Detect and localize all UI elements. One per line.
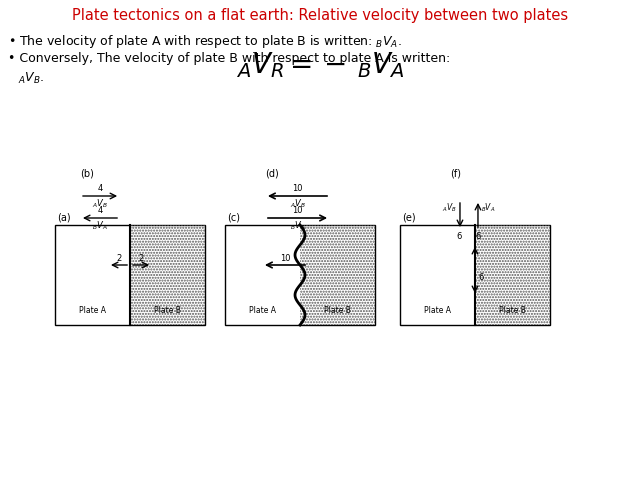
Text: $_{B}V_{A}$: $_{B}V_{A}$ — [290, 220, 305, 232]
Text: Plate B: Plate B — [499, 306, 526, 315]
Text: Plate B: Plate B — [324, 306, 351, 315]
Text: $_{A}V_{B}$: $_{A}V_{B}$ — [92, 198, 108, 211]
Text: $_{A}V_{B}$.: $_{A}V_{B}$. — [18, 71, 44, 86]
Text: Plate tectonics on a flat earth: Relative velocity between two plates: Plate tectonics on a flat earth: Relativ… — [72, 8, 568, 23]
Text: Plate A: Plate A — [424, 306, 451, 315]
Text: • The velocity of plate A with respect to plate B is written: $_{B}V_{A}$.: • The velocity of plate A with respect t… — [8, 33, 402, 50]
Text: 6: 6 — [478, 274, 483, 283]
Text: Plate A: Plate A — [249, 306, 276, 315]
Text: 2: 2 — [138, 254, 143, 263]
Bar — [130, 225, 205, 325]
Text: 10: 10 — [280, 254, 291, 263]
Text: 2: 2 — [116, 254, 122, 263]
Text: (f): (f) — [450, 168, 461, 178]
Bar — [475, 225, 550, 325]
Text: 10: 10 — [292, 206, 303, 215]
Text: $_{A}V_{B}$: $_{A}V_{B}$ — [289, 198, 305, 211]
Bar — [225, 225, 375, 325]
Text: (a): (a) — [57, 212, 70, 222]
Text: (b): (b) — [80, 168, 94, 178]
Bar — [400, 225, 550, 325]
Text: $_{B}V_{A}$: $_{B}V_{A}$ — [92, 220, 108, 232]
Text: $_{A}V_{R}=-\,_{B}V_{A}$: $_{A}V_{R}=-\,_{B}V_{A}$ — [236, 50, 404, 80]
Text: (c): (c) — [227, 212, 240, 222]
Bar — [55, 225, 205, 325]
Text: 10: 10 — [292, 184, 303, 193]
Text: $_{A}V_{B}$: $_{A}V_{B}$ — [442, 202, 457, 215]
Text: Plate A: Plate A — [79, 306, 106, 315]
Text: (e): (e) — [402, 212, 415, 222]
Text: 6: 6 — [476, 232, 481, 241]
Text: Plate B: Plate B — [154, 306, 181, 315]
Text: (d): (d) — [265, 168, 279, 178]
Text: 6: 6 — [456, 232, 461, 241]
Text: 4: 4 — [97, 206, 102, 215]
Text: $_{B}V_{A}$: $_{B}V_{A}$ — [481, 202, 495, 215]
Text: • Conversely, The velocity of plate B with respect to plate A is written:: • Conversely, The velocity of plate B wi… — [8, 52, 451, 65]
Bar — [300, 225, 375, 325]
Text: 4: 4 — [97, 184, 102, 193]
